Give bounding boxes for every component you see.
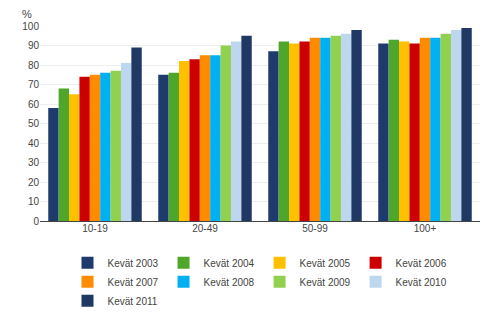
svg-text:50-99: 50-99 bbox=[302, 223, 328, 234]
svg-text:70: 70 bbox=[28, 79, 40, 90]
svg-text:Kevät 2004: Kevät 2004 bbox=[204, 258, 255, 269]
svg-text:60: 60 bbox=[28, 99, 40, 110]
svg-text:Kevät 2003: Kevät 2003 bbox=[108, 258, 159, 269]
svg-text:Kevät 2009: Kevät 2009 bbox=[300, 277, 351, 288]
svg-text:90: 90 bbox=[28, 40, 40, 51]
svg-text:%: % bbox=[22, 8, 32, 20]
svg-text:0: 0 bbox=[33, 216, 39, 227]
svg-text:80: 80 bbox=[28, 60, 40, 71]
svg-text:Kevät 2005: Kevät 2005 bbox=[300, 258, 351, 269]
svg-text:Kevät 2006: Kevät 2006 bbox=[396, 258, 447, 269]
svg-text:10-19: 10-19 bbox=[82, 223, 108, 234]
svg-text:Kevät 2007: Kevät 2007 bbox=[108, 277, 159, 288]
svg-text:20-49: 20-49 bbox=[192, 223, 218, 234]
svg-text:100+: 100+ bbox=[414, 223, 437, 234]
svg-text:50: 50 bbox=[28, 118, 40, 129]
svg-text:10: 10 bbox=[28, 196, 40, 207]
svg-text:100: 100 bbox=[22, 21, 39, 32]
svg-text:30: 30 bbox=[28, 157, 40, 168]
svg-text:Kevät 2011: Kevät 2011 bbox=[108, 296, 158, 307]
svg-text:40: 40 bbox=[28, 138, 40, 149]
svg-text:20: 20 bbox=[28, 177, 40, 188]
svg-text:Kevät 2010: Kevät 2010 bbox=[396, 277, 447, 288]
svg-text:Kevät 2008: Kevät 2008 bbox=[204, 277, 255, 288]
